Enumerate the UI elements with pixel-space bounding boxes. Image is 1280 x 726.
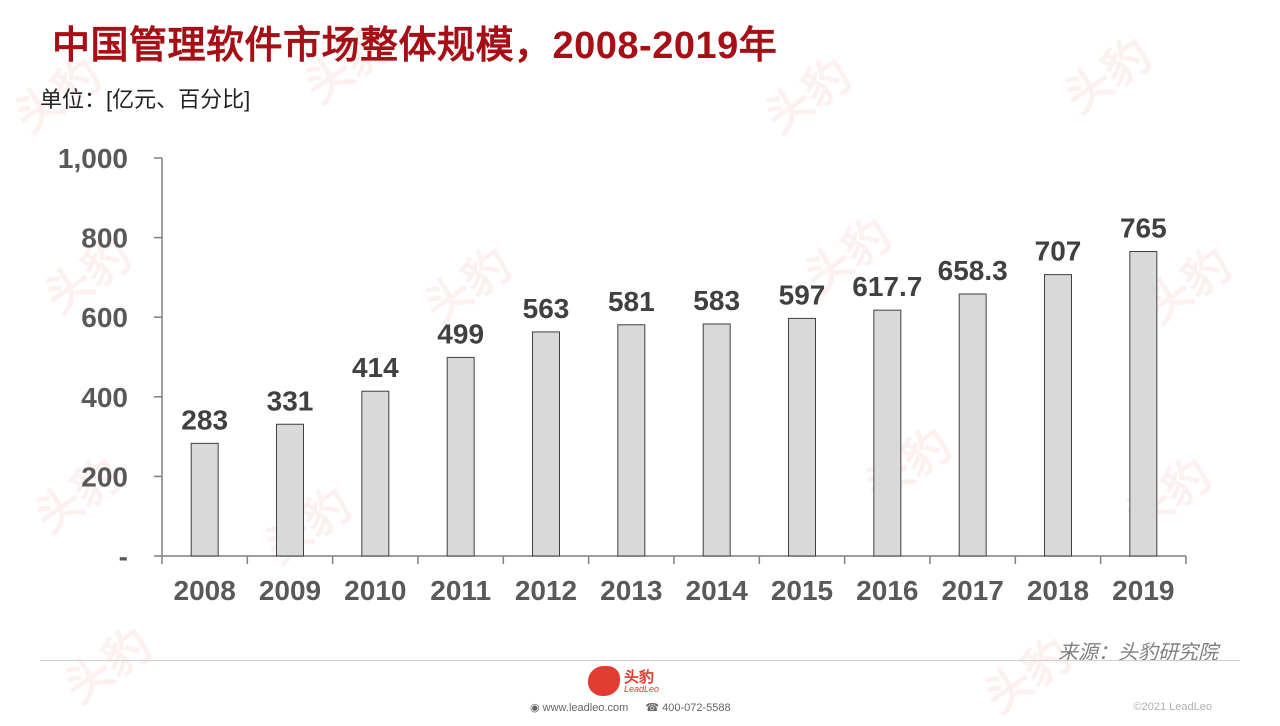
phone-icon: ☎ [645,702,660,714]
value-labels: 283 331 414 499 563 581 583 597 617.7 658.3 707 765 [181,213,1166,436]
x-tick-label: 2012 [515,575,577,606]
bar [788,317,816,557]
x-tick-label: 2016 [856,575,918,606]
y-tick-label: 400 [81,382,128,413]
bar [958,293,987,557]
category-labels: 2008 2009 2010 2011 2012 2013 2014 2015 2016 2017… [174,575,1175,606]
bar [702,323,731,557]
logo-text: 头豹 [624,669,655,686]
copyright: ©2021 LeadLeo [1133,701,1212,713]
data-label: 499 [437,318,484,349]
x-tick-label: 2013 [600,575,662,606]
data-label: 581 [608,286,655,317]
bars [190,251,1158,557]
x-tick-label: 2011 [430,575,491,606]
data-label: 658.3 [938,255,1008,286]
bar [1044,274,1072,557]
data-label: 331 [267,385,314,416]
phone-number: 400-072-5588 [662,702,731,714]
data-label: 583 [693,285,740,316]
x-tick-label: 2010 [344,575,406,606]
y-tick-label: 200 [81,461,128,492]
page-title: 中国管理软件市场整体规模，2008-2019年 [52,25,778,67]
bar [532,331,560,557]
globe-icon: ◉ [530,702,540,714]
y-axis: - 200 400 600 800 1,000 [58,143,163,572]
leopard-icon [588,666,620,696]
bar [276,423,304,557]
logo-subtext: LeadLeo [624,684,660,694]
x-tick-label: 2019 [1112,575,1174,606]
y-tick-label: 1,000 [58,143,128,174]
x-tick-label: 2018 [1027,575,1089,606]
y-tick-label: 600 [81,302,128,333]
bar [446,356,475,557]
x-axis [161,555,1187,564]
bar [873,309,902,557]
leadleo-logo: 头豹 LeadLeo [588,664,664,700]
data-label: 617.7 [852,271,922,302]
data-label: 707 [1035,236,1082,267]
bar [190,442,219,557]
y-tick-label: - [119,541,128,572]
data-label: 414 [352,352,399,383]
x-tick-label: 2014 [686,575,749,606]
footer-divider [40,660,1240,661]
unit-label: 单位：[亿元、百分比] [40,87,251,112]
x-tick-label: 2017 [942,575,1004,606]
website-link[interactable]: www.leadleo.com [542,702,629,714]
bar [361,390,390,557]
x-tick-label: 2009 [259,575,321,606]
bar [1129,251,1158,557]
data-label: 765 [1120,213,1167,244]
x-tick-label: 2015 [771,575,833,606]
data-label: 597 [779,279,826,310]
data-label: 563 [523,293,570,324]
data-label: 283 [181,404,228,435]
contact-info: ◉ www.leadleo.com ☎ 400-072-5588 [530,701,731,714]
x-tick-label: 2008 [174,575,236,606]
bar [617,324,646,557]
y-tick-label: 800 [81,223,128,254]
source-note: 来源：头豹研究院 [1058,642,1218,664]
